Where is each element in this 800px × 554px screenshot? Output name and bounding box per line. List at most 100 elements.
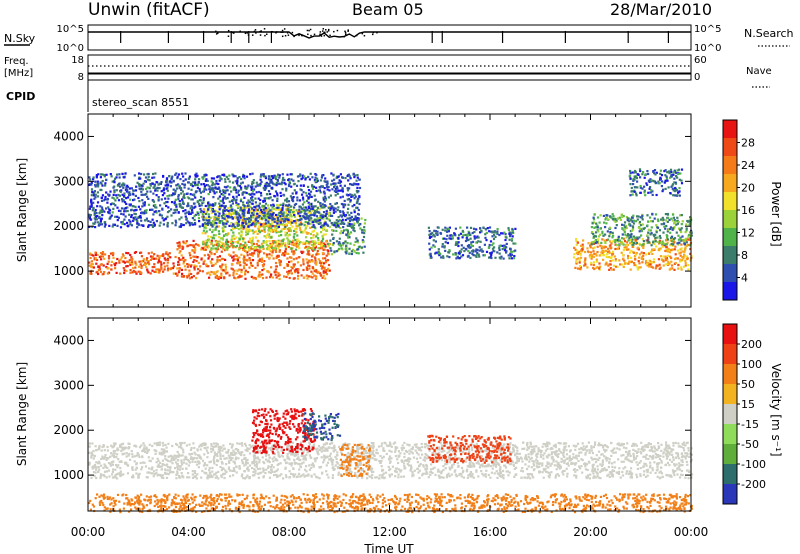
power-cell xyxy=(251,182,254,186)
power-cell xyxy=(665,224,668,228)
power-cell xyxy=(154,270,158,274)
power-cell xyxy=(242,244,246,247)
power-cell xyxy=(464,233,467,237)
power-cell xyxy=(605,262,608,265)
power-cell xyxy=(311,272,314,275)
power-cell xyxy=(313,270,316,273)
power-cell xyxy=(266,270,269,273)
velocity-cell xyxy=(169,469,172,472)
power-cell xyxy=(172,265,175,268)
power-cell xyxy=(228,216,231,219)
power-cell xyxy=(288,233,291,236)
power-cell xyxy=(633,171,636,174)
power-cell xyxy=(93,212,96,215)
power-cell xyxy=(314,210,317,213)
power-cell xyxy=(319,191,322,194)
power-cell xyxy=(307,249,310,253)
power-cell xyxy=(100,199,104,202)
power-cell xyxy=(608,268,611,271)
power-cell xyxy=(303,206,306,209)
power-cell xyxy=(242,261,245,264)
power-cell xyxy=(323,224,326,227)
power-cell xyxy=(237,276,240,279)
power-cell xyxy=(349,242,352,245)
power-cell xyxy=(230,208,233,211)
power-cell xyxy=(287,245,290,248)
power-cell xyxy=(240,271,243,274)
power-cell xyxy=(627,254,630,258)
power-cell xyxy=(269,213,272,216)
power-cell xyxy=(646,214,649,217)
power-cell xyxy=(156,254,159,257)
power-cell xyxy=(609,267,612,270)
power-cell xyxy=(222,189,225,192)
power-cell xyxy=(243,246,246,249)
power-cell xyxy=(285,252,288,255)
power-cell xyxy=(243,225,246,228)
power-cell xyxy=(222,269,225,272)
power-cell xyxy=(631,193,634,196)
power-cell xyxy=(677,264,680,267)
power-cell xyxy=(638,256,641,259)
velocity-cell xyxy=(305,454,308,457)
power-cell xyxy=(129,253,132,257)
power-cell xyxy=(134,194,137,197)
power-cell xyxy=(171,175,174,178)
power-cell xyxy=(266,225,269,228)
power-cell xyxy=(231,256,234,259)
power-cell xyxy=(344,218,347,222)
power-cell xyxy=(162,187,166,190)
power-cell xyxy=(215,250,218,253)
power-cell xyxy=(273,241,276,244)
power-cell xyxy=(300,274,303,277)
power-cell xyxy=(105,191,108,194)
power-cell xyxy=(664,174,667,177)
power-cell xyxy=(341,176,344,179)
power-cell xyxy=(304,220,307,223)
power-cell xyxy=(134,205,137,208)
power-cell xyxy=(673,225,676,229)
power-cell xyxy=(140,187,143,190)
power-cell xyxy=(206,184,209,187)
power-cell xyxy=(153,210,156,213)
power-cell xyxy=(207,215,211,218)
power-cell xyxy=(267,232,270,235)
power-cell xyxy=(292,179,295,182)
power-cell xyxy=(218,232,221,236)
power-cell xyxy=(259,191,263,195)
nsearch-point xyxy=(298,34,300,37)
power-cell xyxy=(323,192,326,195)
power-cell xyxy=(356,220,359,223)
power-cell xyxy=(320,267,323,270)
power-cell xyxy=(472,240,475,243)
power-cell xyxy=(275,242,278,245)
power-cell xyxy=(181,198,184,201)
power-cell xyxy=(661,245,664,248)
power-cell xyxy=(168,194,171,197)
power-cell xyxy=(237,223,240,226)
power-cell xyxy=(142,182,145,185)
power-cell xyxy=(210,180,213,183)
power-cell xyxy=(257,215,260,219)
power-cell xyxy=(669,176,672,179)
power-cell xyxy=(596,216,600,219)
power-cell xyxy=(503,247,507,250)
power-cell xyxy=(151,176,154,179)
power-cell xyxy=(206,272,209,275)
power-cell xyxy=(104,221,107,224)
velocity-cell xyxy=(168,471,171,474)
power-cell xyxy=(166,225,169,228)
power-cell xyxy=(325,240,328,243)
freq-label-line1: Freq. xyxy=(4,56,29,67)
power-cell xyxy=(254,201,257,204)
power-cell xyxy=(244,271,247,274)
power-cell xyxy=(281,207,284,210)
velocity-cell xyxy=(244,449,247,452)
power-cell xyxy=(182,202,185,205)
power-colorbar-tick-label: 4 xyxy=(741,272,748,285)
power-cell xyxy=(276,222,279,225)
power-cell xyxy=(158,260,161,263)
power-cell xyxy=(285,211,288,215)
power-cell xyxy=(298,223,301,226)
power-cell xyxy=(231,173,234,176)
